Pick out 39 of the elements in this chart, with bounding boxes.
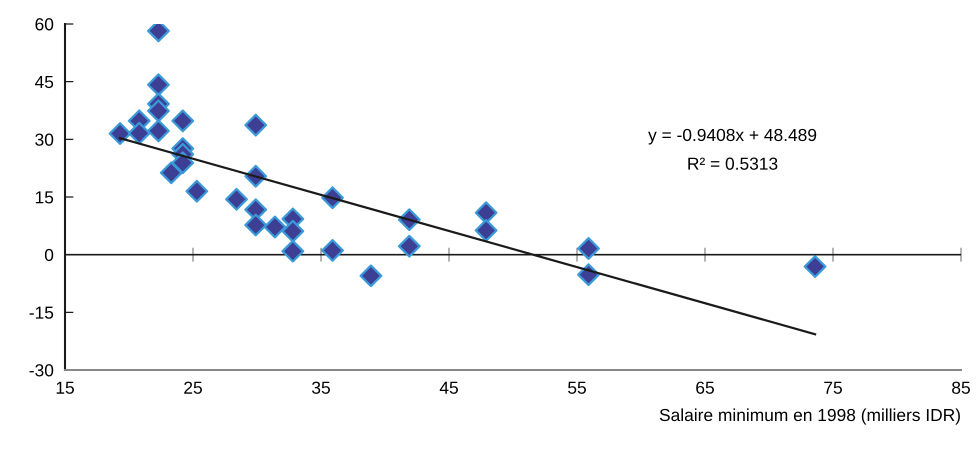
y-tick-label: 0 — [44, 248, 54, 262]
x-tick-label: 35 — [312, 382, 330, 394]
y-tick-label: -30 — [30, 364, 54, 376]
point — [147, 73, 170, 96]
x-tick-label: 65 — [696, 382, 714, 394]
y-tick-label: -15 — [30, 306, 54, 319]
x-tick-label: 15 — [56, 382, 74, 394]
point — [185, 180, 208, 203]
point — [147, 119, 170, 142]
point — [398, 234, 421, 258]
point — [244, 214, 268, 236]
point — [321, 239, 344, 262]
point — [225, 188, 248, 211]
annotation: R² = 0.5313 — [688, 158, 778, 170]
point — [128, 122, 151, 145]
point — [577, 237, 600, 260]
point — [281, 240, 304, 263]
point — [171, 151, 194, 174]
point — [108, 122, 132, 145]
x-tick-label: 75 — [824, 382, 842, 394]
y-tick-label: 30 — [35, 134, 54, 146]
x-tick-label: 25 — [184, 382, 202, 394]
point — [147, 99, 170, 122]
y-tick-label: 45 — [34, 76, 54, 88]
x-axis-title: Salaire minimum en 1998 (milliers IDR) — [660, 408, 960, 425]
x-tick-label: 85 — [952, 382, 970, 394]
point — [474, 219, 498, 242]
y-tick-label: 60 — [35, 18, 54, 30]
point — [360, 264, 382, 288]
y-tick-label: 15 — [36, 191, 54, 204]
point — [281, 220, 304, 243]
point — [244, 114, 268, 137]
x-tick-label: 55 — [568, 382, 586, 394]
point — [264, 216, 286, 238]
point — [160, 161, 183, 184]
annotation: y = -0.9408x + 48.489 — [648, 128, 816, 145]
point — [171, 109, 194, 132]
point — [804, 255, 826, 278]
x-tick-label: 45 — [440, 382, 458, 394]
